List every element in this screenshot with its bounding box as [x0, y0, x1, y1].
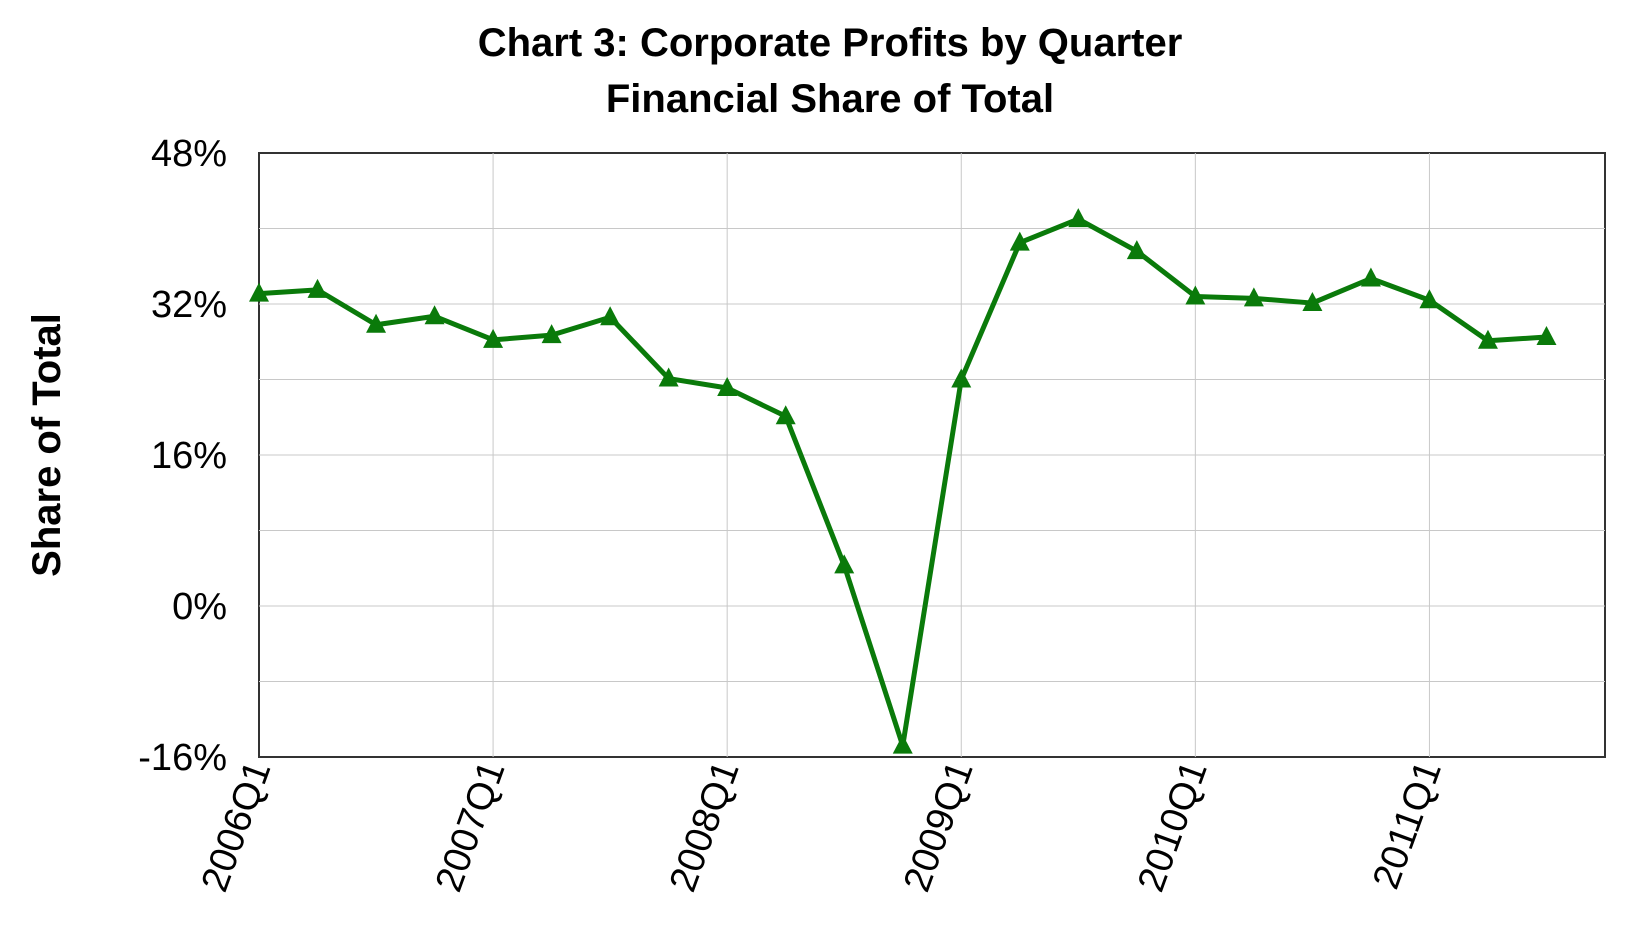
x-tick-label: 2008Q1	[662, 756, 748, 897]
data-point-marker	[1536, 326, 1557, 346]
data-point-marker	[951, 368, 972, 388]
data-point-marker	[1302, 292, 1323, 312]
x-tick-label: 2011Q1	[1365, 756, 1450, 895]
data-point-marker	[249, 282, 269, 302]
data-point-marker	[717, 376, 738, 396]
data-point-marker	[1243, 287, 1264, 307]
y-tick-label: 32%	[151, 284, 227, 326]
y-tick-label: 0%	[172, 586, 227, 628]
data-point-marker	[1009, 231, 1030, 251]
y-axis-ticks: -16% 0% 16% 32% 48%	[138, 133, 227, 779]
x-tick-label: 2009Q1	[896, 756, 982, 897]
data-point-marker	[600, 306, 621, 326]
data-point-marker	[1185, 285, 1206, 305]
data-point-marker	[1360, 267, 1381, 287]
y-tick-label: 16%	[151, 435, 227, 477]
data-point-marker	[775, 405, 796, 425]
x-tick-label: 2007Q1	[428, 756, 514, 897]
y-tick-label: 48%	[151, 133, 227, 175]
x-tick-label: 2010Q1	[1130, 756, 1216, 897]
y-tick-label: -16%	[138, 737, 227, 779]
data-point-marker	[1126, 240, 1147, 260]
grid-lines	[259, 153, 1605, 757]
data-point-marker	[424, 305, 445, 325]
x-axis-ticks: 2006Q1 2007Q1 2008Q1 2009Q1 2010Q1 2011Q1	[194, 756, 1450, 897]
chart-title: Chart 3: Corporate Profits by Quarter	[478, 21, 1183, 65]
data-point-marker	[1419, 289, 1440, 309]
data-point-marker	[892, 734, 913, 754]
chart-subtitle: Financial Share of Total	[606, 77, 1054, 121]
data-point-marker	[483, 328, 504, 348]
data-point-marker	[307, 278, 328, 298]
data-point-marker	[1068, 208, 1089, 228]
data-point-marker	[658, 367, 679, 387]
data-point-marker	[366, 313, 387, 333]
data-point-marker	[834, 554, 855, 574]
data-point-marker	[541, 324, 562, 344]
y-axis-title: Share of Total	[25, 313, 69, 577]
data-point-marker	[1477, 329, 1498, 349]
series-markers	[249, 208, 1557, 754]
